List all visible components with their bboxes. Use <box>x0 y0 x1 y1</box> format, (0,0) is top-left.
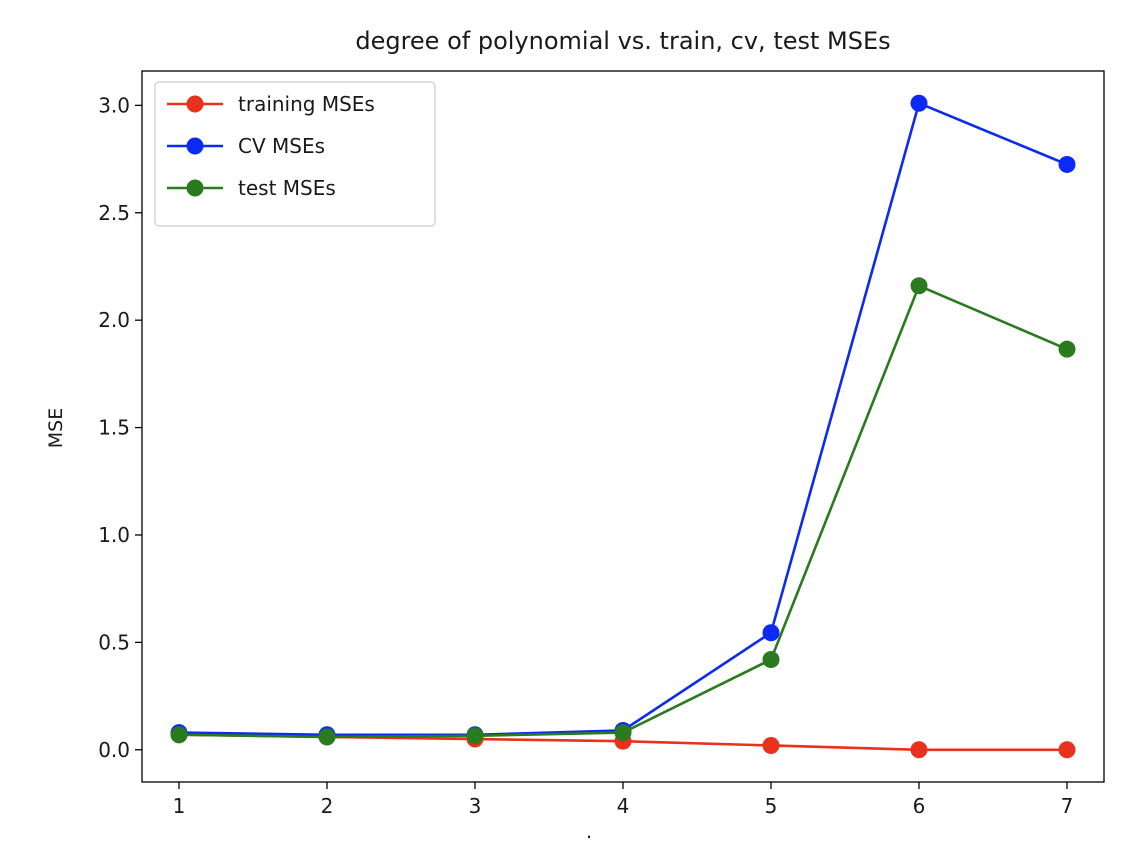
x-axis-label: . <box>586 821 592 842</box>
y-tick-label: 0.0 <box>98 738 130 762</box>
legend-item: training MSEs <box>167 92 375 116</box>
plot-area: 1 2 3 4 5 6 7 0.0 0.5 1.0 1.5 2.0 2.5 3.0 <box>98 93 1076 818</box>
data-point <box>1058 340 1076 358</box>
data-point <box>1058 155 1076 173</box>
legend-marker <box>186 137 204 155</box>
legend-marker <box>186 179 204 197</box>
data-point <box>614 724 632 742</box>
y-tick-label: 2.5 <box>98 201 130 225</box>
y-tick-label: 2.0 <box>98 308 130 332</box>
legend-item: test MSEs <box>167 176 336 200</box>
y-tick-label: 1.0 <box>98 523 130 547</box>
legend-label: CV MSEs <box>238 134 325 158</box>
x-tick-label: 1 <box>173 794 186 818</box>
y-tick-label: 0.5 <box>98 630 130 654</box>
plot-frame <box>141 70 1105 783</box>
x-tick-label: 2 <box>321 794 334 818</box>
data-point <box>318 728 336 746</box>
data-point <box>170 726 188 744</box>
legend-box <box>154 81 436 227</box>
data-point <box>466 727 484 745</box>
legend-item: CV MSEs <box>167 134 325 158</box>
x-tick-label: 6 <box>913 794 926 818</box>
data-point <box>910 277 928 295</box>
data-point <box>762 736 780 754</box>
legend-label: test MSEs <box>238 176 336 200</box>
chart-title: degree of polynomial vs. train, cv, test… <box>355 27 890 55</box>
data-point <box>910 741 928 759</box>
data-point <box>762 651 780 669</box>
legend-marker <box>186 95 204 113</box>
data-point <box>910 94 928 112</box>
y-tick-label: 3.0 <box>98 93 130 117</box>
series-2 <box>170 277 1076 746</box>
legend: training MSEs CV MSEs test MSEs <box>154 81 436 227</box>
x-tick-label: 3 <box>469 794 482 818</box>
x-tick-label: 7 <box>1061 794 1074 818</box>
x-tick-label: 5 <box>765 794 778 818</box>
y-tick-label: 1.5 <box>98 416 130 440</box>
data-point <box>1058 741 1076 759</box>
x-tick-label: 4 <box>617 794 630 818</box>
legend-label: training MSEs <box>238 92 375 116</box>
y-axis-label: MSE <box>45 408 67 448</box>
data-point <box>762 624 780 642</box>
